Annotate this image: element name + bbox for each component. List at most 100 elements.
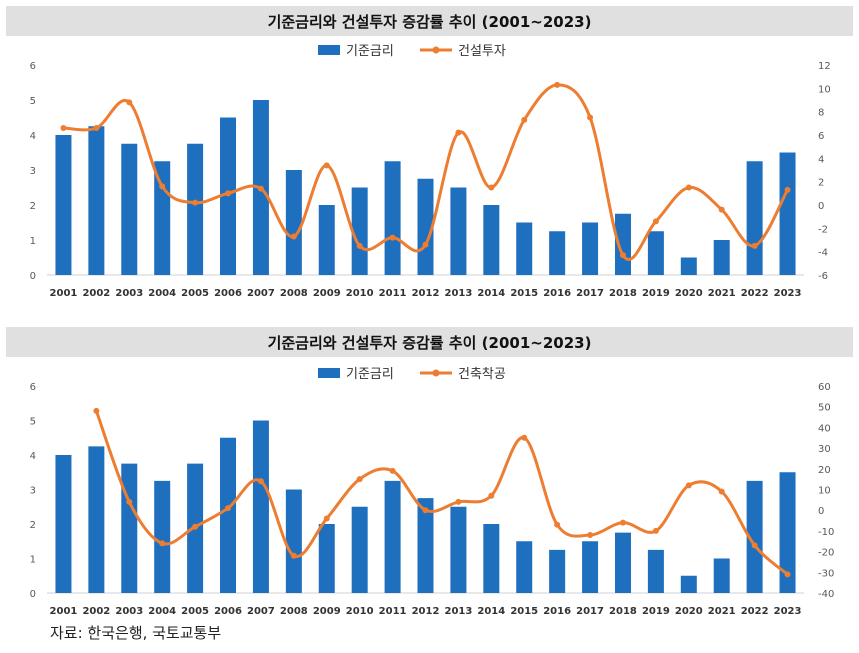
line-point-2015 <box>521 116 528 123</box>
legend-line-label: 건설투자 <box>458 44 506 59</box>
bar-2021 <box>713 558 730 593</box>
x-tick-label: 2009 <box>313 606 341 617</box>
x-tick-label: 2022 <box>741 606 769 617</box>
bar-2008 <box>285 489 302 593</box>
legend-bar-swatch <box>318 368 340 378</box>
left-tick-label: 3 <box>30 166 36 177</box>
x-tick-label: 2019 <box>642 606 670 617</box>
bar-2014 <box>483 524 500 593</box>
line-point-2021 <box>718 206 725 213</box>
x-tick-label: 2007 <box>247 606 275 617</box>
bar-2023 <box>779 472 796 593</box>
bar-2020 <box>680 257 697 275</box>
x-tick-label: 2010 <box>346 288 374 299</box>
x-tick-label: 2008 <box>280 288 308 299</box>
legend-bar-label: 기준금리 <box>346 44 394 59</box>
bar-2022 <box>746 161 763 275</box>
left-tick-label: 5 <box>30 417 36 428</box>
bar-2004 <box>154 480 171 593</box>
legend-bar-swatch <box>318 45 340 55</box>
right-tick-label: -6 <box>818 271 828 282</box>
bar-2003 <box>121 463 138 593</box>
bar-2007 <box>252 420 269 593</box>
x-tick-label: 2017 <box>576 288 604 299</box>
bar-2019 <box>647 231 664 275</box>
x-tick-label: 2014 <box>477 288 505 299</box>
line-point-2019 <box>652 527 659 534</box>
bar-2009 <box>318 205 335 275</box>
chart-2-bars <box>55 420 796 593</box>
line-point-2007 <box>257 478 264 485</box>
x-tick-label: 2012 <box>412 288 440 299</box>
line-point-2021 <box>718 488 725 495</box>
right-tick-label: -30 <box>818 568 834 579</box>
bar-2009 <box>318 524 335 593</box>
line-point-2023 <box>784 571 791 578</box>
x-tick-label: 2005 <box>181 288 209 299</box>
line-point-2012 <box>422 507 429 514</box>
x-tick-label: 2023 <box>774 606 802 617</box>
left-tick-label: 2 <box>30 520 36 531</box>
x-tick-label: 2003 <box>115 606 143 617</box>
left-tick-label: 5 <box>30 96 36 107</box>
x-tick-label: 2021 <box>708 288 736 299</box>
x-tick-label: 2012 <box>412 606 440 617</box>
bar-2017 <box>582 541 599 593</box>
left-tick-label: 6 <box>30 382 36 393</box>
line-point-2008 <box>290 552 297 559</box>
bar-2013 <box>450 187 467 275</box>
chart-1-x-labels: 2001 2002 2003 2004 2005 2006 2007 2008 2009 2010… <box>50 288 802 299</box>
line-point-2005 <box>192 199 199 206</box>
right-tick-label: 0 <box>818 506 824 517</box>
right-tick-label: 8 <box>818 108 824 119</box>
chart-2-right-axis: -40 -30 -20 -10 0 10 20 30 40 50 60 <box>818 382 834 600</box>
line-point-2013 <box>455 129 462 136</box>
chart-2: 기준금리 건축착공 0 1 2 3 4 5 6 -40 -30 -20 -10 0 10 20 30 40 50 60… <box>30 367 835 617</box>
x-tick-label: 2013 <box>444 288 472 299</box>
right-tick-label: 4 <box>818 154 824 165</box>
line-point-2003 <box>126 498 133 505</box>
line-point-2011 <box>389 467 396 474</box>
right-tick-label: -2 <box>818 224 828 235</box>
line-point-2006 <box>225 505 232 512</box>
x-tick-label: 2013 <box>444 606 472 617</box>
left-tick-label: 6 <box>30 61 36 72</box>
bar-2013 <box>450 506 467 593</box>
legend-line-marker <box>432 46 440 54</box>
x-tick-label: 2004 <box>148 606 176 617</box>
line-point-2004 <box>159 183 166 190</box>
left-tick-label: 2 <box>30 201 36 212</box>
bar-2015 <box>516 222 533 275</box>
x-tick-label: 2003 <box>115 288 143 299</box>
right-tick-label: 30 <box>818 444 831 455</box>
line-point-2023 <box>784 186 791 193</box>
x-tick-label: 2011 <box>379 288 407 299</box>
legend-bar-label: 기준금리 <box>346 367 394 382</box>
x-tick-label: 2018 <box>609 606 637 617</box>
right-tick-label: 20 <box>818 465 831 476</box>
x-tick-label: 2007 <box>247 288 275 299</box>
bar-2023 <box>779 152 796 275</box>
chart-2-title: 기준금리와 건설투자 증감률 추이 (2001~2023) <box>6 327 853 357</box>
x-tick-label: 2023 <box>774 288 802 299</box>
bar-2010 <box>351 187 368 275</box>
bar-2002 <box>88 126 105 275</box>
left-tick-label: 1 <box>30 236 36 247</box>
bar-2001 <box>55 455 72 593</box>
x-tick-label: 2008 <box>280 606 308 617</box>
x-tick-label: 2020 <box>675 288 703 299</box>
line-point-2008 <box>290 233 297 240</box>
bar-2018 <box>614 532 631 593</box>
x-tick-label: 2010 <box>346 606 374 617</box>
line-point-2006 <box>225 190 232 197</box>
x-tick-label: 2016 <box>543 606 571 617</box>
line-point-2011 <box>389 234 396 241</box>
x-tick-label: 2015 <box>510 606 538 617</box>
x-tick-label: 2015 <box>510 288 538 299</box>
bar-2022 <box>746 480 763 593</box>
left-tick-label: 4 <box>30 451 36 462</box>
bar-2020 <box>680 575 697 593</box>
line-point-2014 <box>488 184 495 191</box>
bar-2002 <box>88 446 105 593</box>
right-tick-label: 50 <box>818 403 831 414</box>
